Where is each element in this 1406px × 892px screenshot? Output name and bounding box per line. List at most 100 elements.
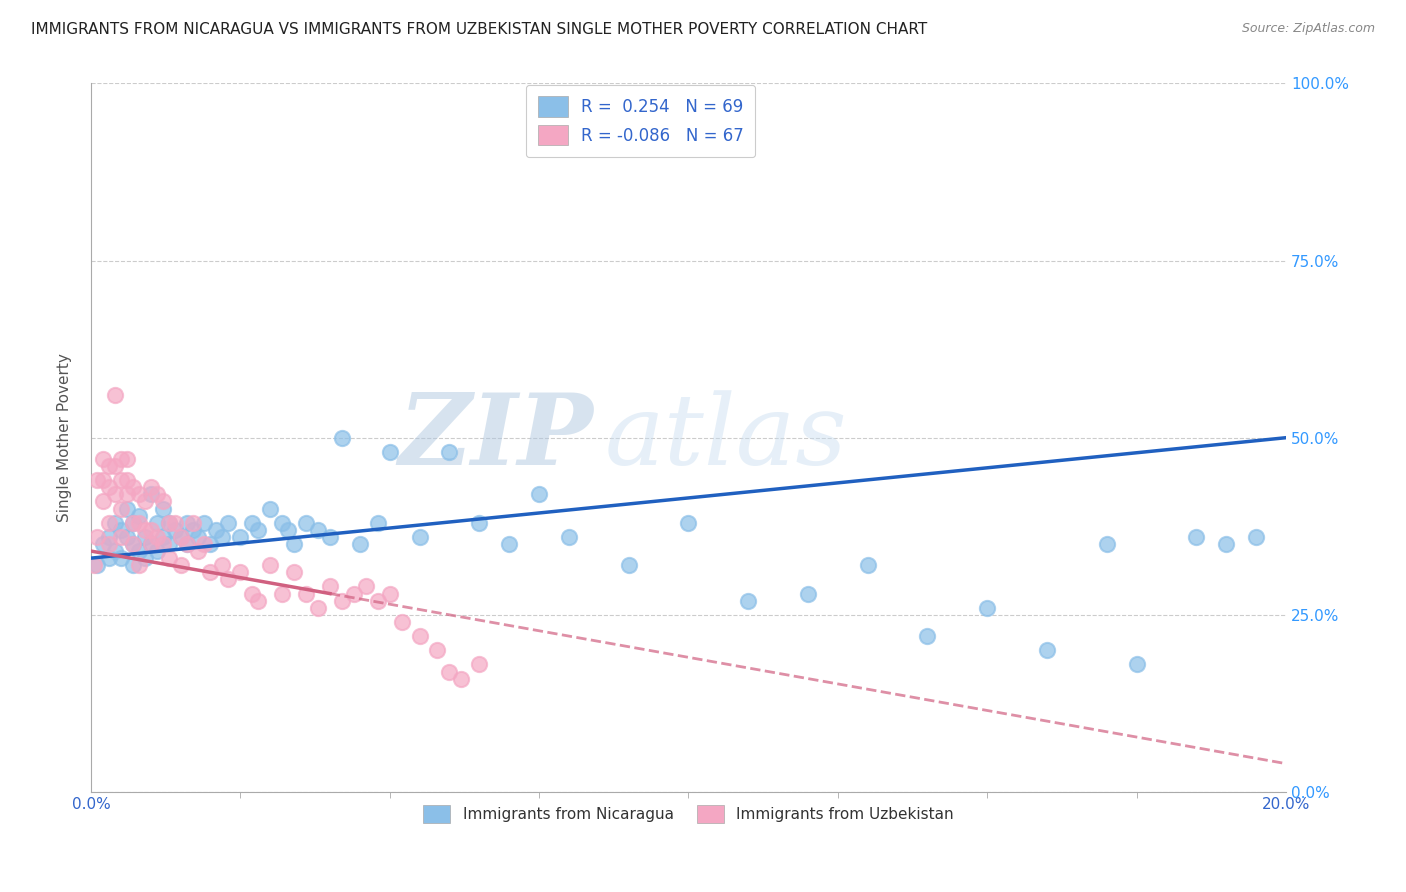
Text: atlas: atlas xyxy=(605,390,848,485)
Point xyxy=(917,629,939,643)
Point xyxy=(176,537,198,551)
Point xyxy=(91,537,114,551)
Point xyxy=(115,501,138,516)
Point xyxy=(558,530,581,544)
Point xyxy=(139,487,162,501)
Point xyxy=(349,537,371,551)
Point xyxy=(134,494,156,508)
Point xyxy=(1185,530,1208,544)
Point xyxy=(468,657,491,672)
Point xyxy=(128,516,150,530)
Text: IMMIGRANTS FROM NICARAGUA VS IMMIGRANTS FROM UZBEKISTAN SINGLE MOTHER POVERTY CO: IMMIGRANTS FROM NICARAGUA VS IMMIGRANTS … xyxy=(31,22,927,37)
Point xyxy=(110,501,132,516)
Point xyxy=(115,530,138,544)
Point xyxy=(247,523,270,537)
Y-axis label: Single Mother Poverty: Single Mother Poverty xyxy=(58,353,72,522)
Point xyxy=(797,586,820,600)
Point xyxy=(426,643,449,657)
Point xyxy=(91,473,114,487)
Point xyxy=(115,452,138,467)
Point xyxy=(408,629,430,643)
Point xyxy=(139,480,162,494)
Point xyxy=(856,558,879,573)
Point xyxy=(259,501,281,516)
Point xyxy=(211,530,233,544)
Point xyxy=(97,551,120,566)
Point xyxy=(121,480,143,494)
Point xyxy=(152,501,174,516)
Point xyxy=(283,537,305,551)
Point xyxy=(200,537,222,551)
Point xyxy=(617,558,640,573)
Point xyxy=(121,516,143,530)
Point xyxy=(217,573,239,587)
Point xyxy=(121,516,143,530)
Point xyxy=(157,516,180,530)
Point xyxy=(139,523,162,537)
Point xyxy=(439,665,461,679)
Point xyxy=(259,558,281,573)
Point xyxy=(187,530,209,544)
Point xyxy=(145,516,167,530)
Point xyxy=(439,445,461,459)
Point xyxy=(229,566,252,580)
Point xyxy=(128,544,150,558)
Point xyxy=(134,551,156,566)
Point xyxy=(157,516,180,530)
Point xyxy=(307,600,329,615)
Point xyxy=(343,586,366,600)
Point xyxy=(134,523,156,537)
Point xyxy=(181,516,204,530)
Point xyxy=(152,530,174,544)
Point xyxy=(1215,537,1237,551)
Point xyxy=(1095,537,1118,551)
Point xyxy=(86,473,108,487)
Point xyxy=(240,516,263,530)
Point xyxy=(187,544,209,558)
Point xyxy=(104,487,127,501)
Point xyxy=(408,530,430,544)
Point xyxy=(378,445,401,459)
Point xyxy=(104,388,127,402)
Point xyxy=(128,487,150,501)
Point xyxy=(169,530,191,544)
Point xyxy=(169,530,191,544)
Point xyxy=(678,516,700,530)
Point xyxy=(145,530,167,544)
Point xyxy=(450,672,472,686)
Point xyxy=(104,458,127,473)
Point xyxy=(163,523,186,537)
Point xyxy=(91,452,114,467)
Point xyxy=(391,615,413,629)
Point xyxy=(115,473,138,487)
Point xyxy=(110,523,132,537)
Point xyxy=(200,566,222,580)
Point xyxy=(110,452,132,467)
Point xyxy=(121,537,143,551)
Point xyxy=(976,600,998,615)
Point xyxy=(157,551,180,566)
Point xyxy=(169,558,191,573)
Point xyxy=(86,558,108,573)
Point xyxy=(181,523,204,537)
Point xyxy=(134,530,156,544)
Point xyxy=(247,593,270,607)
Point xyxy=(1244,530,1267,544)
Point xyxy=(205,523,228,537)
Point xyxy=(91,494,114,508)
Point xyxy=(157,537,180,551)
Point xyxy=(295,516,318,530)
Point xyxy=(163,516,186,530)
Legend: Immigrants from Nicaragua, Immigrants from Uzbekistan: Immigrants from Nicaragua, Immigrants fr… xyxy=(412,794,965,834)
Point xyxy=(211,558,233,573)
Point xyxy=(367,593,389,607)
Point xyxy=(527,487,550,501)
Point xyxy=(83,558,105,573)
Point xyxy=(1036,643,1059,657)
Point xyxy=(121,558,143,573)
Point xyxy=(97,537,120,551)
Point xyxy=(97,516,120,530)
Point xyxy=(468,516,491,530)
Point xyxy=(330,431,353,445)
Point xyxy=(139,537,162,551)
